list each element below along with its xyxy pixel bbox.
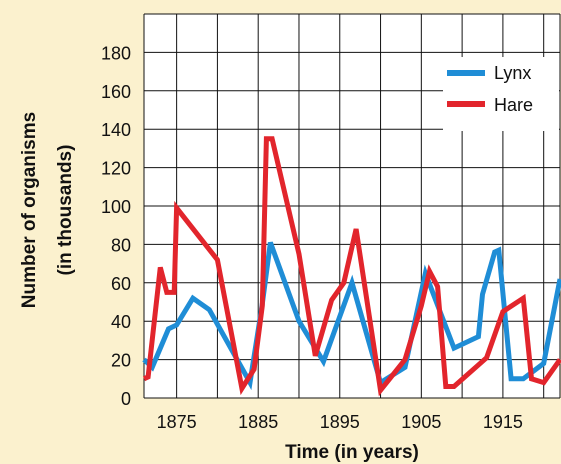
y-tick-label: 160 (101, 82, 131, 102)
y-tick-label: 140 (101, 120, 131, 140)
y-tick-labels: 0 20 40 60 80 100 120 140 160 180 (101, 43, 131, 409)
x-tick-label: 1915 (483, 412, 523, 432)
y-tick-label: 60 (111, 274, 131, 294)
y-axis-title-line-2: (in thousands) (55, 145, 76, 276)
y-tick-label: 20 (111, 351, 131, 371)
x-tick-label: 1885 (238, 412, 278, 432)
x-tick-label: 1895 (320, 412, 360, 432)
y-tick-label: 180 (101, 43, 131, 63)
y-tick-label: 100 (101, 197, 131, 217)
legend-background (443, 57, 559, 131)
series-line-hare (142, 136, 561, 397)
x-axis-title: Time (in years) (285, 442, 419, 463)
y-tick-label: 120 (101, 159, 131, 179)
y-tick-label: 0 (121, 389, 131, 409)
legend: Lynx Hare (443, 57, 559, 131)
x-tick-label: 1875 (157, 412, 197, 432)
legend-label-hare: Hare (494, 95, 533, 115)
series-layer (142, 136, 561, 397)
legend-label-lynx: Lynx (494, 63, 531, 83)
y-axis-title: Number of organisms (in thousands) (19, 112, 76, 308)
y-tick-label: 80 (111, 235, 131, 255)
y-tick-label: 40 (111, 312, 131, 332)
y-axis-title-line-1: Number of organisms (19, 112, 40, 308)
x-tick-labels: 1875 1885 1895 1905 1915 (157, 412, 523, 432)
x-tick-label: 1905 (401, 412, 441, 432)
series-line-lynx (142, 241, 561, 391)
